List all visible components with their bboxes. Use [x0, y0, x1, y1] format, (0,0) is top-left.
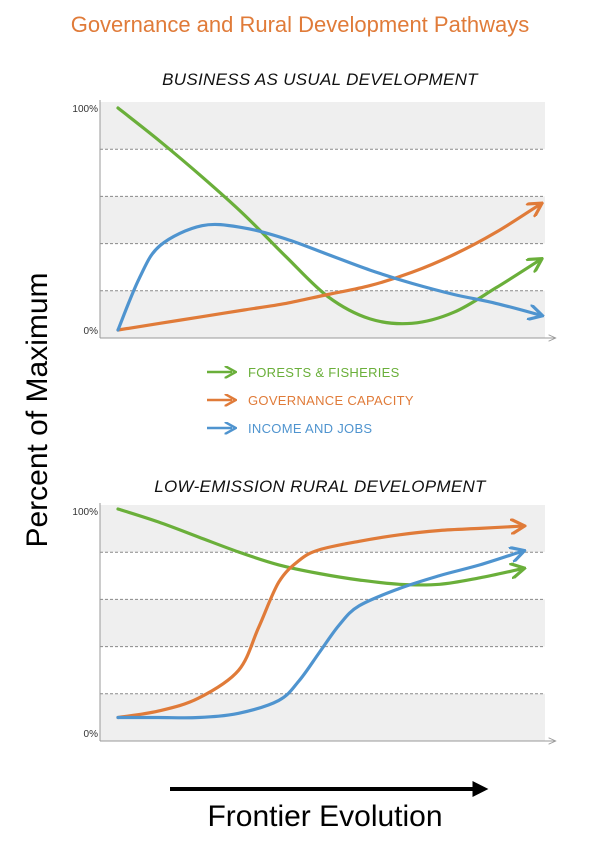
series-line-forests-fisheries [116, 106, 538, 326]
grid-band [100, 196, 545, 244]
series-line-governance-capacity [116, 206, 538, 332]
plot-2: 100% 0% [72, 503, 555, 741]
legend-label-governance-capacity: GOVERNANCE CAPACITY [248, 393, 414, 408]
series-line-income-and-jobs [116, 552, 520, 720]
grid-band [100, 149, 545, 197]
grid-band [100, 552, 545, 600]
y-tick-label-top: 100% [72, 507, 98, 518]
y-tick-label-bottom: 0% [84, 729, 99, 740]
chart-title-business-as-usual: BUSINESS AS USUAL DEVELOPMENT [162, 70, 478, 89]
grid-band [100, 646, 545, 694]
grid-band [100, 243, 545, 291]
series-line-governance-capacity [116, 526, 520, 720]
legend-label-forests-fisheries: FORESTS & FISHERIES [248, 365, 400, 380]
y-tick-label-top: 100% [72, 104, 98, 115]
y-tick-label-bottom: 0% [84, 326, 99, 337]
series-line-income-and-jobs [116, 222, 538, 332]
page-title: Governance and Rural Development Pathway… [70, 12, 530, 37]
legend-label-income-and-jobs: INCOME AND JOBS [248, 421, 372, 436]
grid-band [100, 599, 545, 647]
chart-title-low-emission: LOW-EMISSION RURAL DEVELOPMENT [154, 477, 486, 496]
grid-band [100, 102, 545, 150]
legend: FORESTS & FISHERIES GOVERNANCE CAPACITY IN… [207, 365, 414, 436]
series-line-forests-fisheries [116, 507, 520, 587]
plot-1: 100% 0% [72, 100, 555, 338]
x-axis-label: Frontier Evolution [207, 800, 443, 833]
